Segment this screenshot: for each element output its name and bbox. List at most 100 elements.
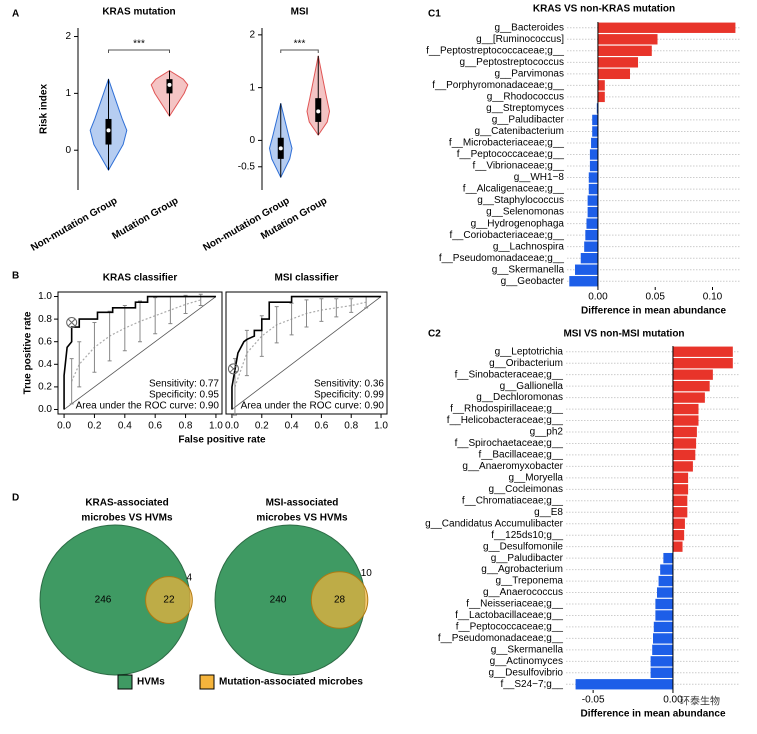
significance-bracket: [108, 49, 170, 53]
x-axis-label: Difference in mean abundance: [581, 306, 726, 317]
category-label: f__Pseudomonadaceae;g__: [439, 253, 565, 264]
x-tick-label: 1.0: [209, 421, 223, 432]
category-label: g__Skermanella: [492, 264, 565, 275]
bar: [597, 68, 631, 80]
bar: [672, 449, 696, 461]
chart-title: KRAS classifier: [103, 273, 178, 284]
significance: ***: [133, 39, 145, 50]
panel-label: C1: [428, 9, 441, 20]
cutoff-point: [227, 363, 239, 375]
category-label: g__Actinomyces: [490, 656, 563, 667]
bar: [656, 587, 673, 598]
x-tick-label: Mutation Group: [259, 195, 329, 242]
bar: [672, 472, 689, 484]
category-label: f__Spirochaetaceae;g__: [455, 438, 564, 449]
category-label: g__[Ruminococcus]: [476, 34, 564, 45]
bar: [672, 541, 683, 552]
chart-title: MSI-associated: [266, 498, 339, 509]
region-count: 10: [361, 568, 373, 579]
y-axis-label: Risk index: [39, 84, 50, 134]
bar: [597, 80, 605, 91]
category-label: g__Selenomonas: [486, 207, 564, 218]
category-label: g__Staphylococcus: [477, 195, 564, 206]
set-circle: [310, 571, 369, 629]
category-label: g__Desulfovibrio: [489, 667, 564, 678]
category-label: g__Cocleimonas: [489, 484, 564, 495]
annotation: Sensitivity: 0.77: [149, 379, 219, 390]
median: [278, 146, 283, 151]
category-label: f__Peptostreptococcaceae;g__: [426, 45, 564, 56]
bar: [672, 518, 685, 529]
category-label: f__Bacillaceae;g__: [478, 450, 563, 461]
region-count: 4: [186, 572, 192, 583]
error-bar: [122, 305, 127, 352]
category-label: f__Pseudomonadaceae;g__: [438, 633, 564, 644]
error-bar: [77, 341, 82, 388]
bar: [672, 426, 697, 438]
significance-bracket: [280, 49, 319, 53]
x-tick-label: 0.8: [179, 421, 193, 432]
bar: [650, 667, 673, 678]
panel-label: C2: [428, 329, 441, 340]
region-count: 28: [334, 595, 346, 606]
diagonal: [231, 296, 382, 410]
bar: [672, 484, 689, 495]
region-count: 246: [95, 595, 112, 606]
error-bar: [183, 294, 188, 314]
category-label: g__Skermanella: [491, 645, 564, 656]
category-label: f__Chromatiaceae;g__: [462, 495, 564, 506]
category-label: g__Gallionella: [500, 381, 564, 392]
diagonal: [63, 296, 217, 410]
legend-swatch: [199, 674, 215, 690]
panel-label: D: [12, 493, 19, 504]
x-tick-label: -0.05: [582, 695, 605, 706]
error-bar: [274, 306, 279, 344]
x-tick-label: 0.00: [663, 695, 683, 706]
x-axis-label: False positive rate: [178, 435, 266, 446]
plot-frame: [57, 291, 223, 415]
bar: [597, 22, 736, 33]
median: [316, 109, 321, 114]
category-label: f__Coriobacteriaceae;g__: [449, 230, 564, 241]
category-label: g__Treponema: [496, 576, 564, 587]
chart-title: MSI classifier: [275, 273, 339, 284]
x-tick-label: 0.4: [285, 421, 299, 432]
chart-title: microbes VS HVMs: [256, 513, 348, 524]
cutoff-cross: [229, 364, 238, 373]
category-label: g__Anaeromyxobacter: [462, 461, 563, 472]
bar: [672, 369, 713, 380]
bar: [672, 415, 699, 426]
x-tick-label: 0.00: [588, 292, 608, 303]
category-label: g__Parvimonas: [495, 68, 564, 79]
y-tick-label: 1: [65, 88, 71, 99]
y-axis-label: True positive rate: [23, 311, 34, 394]
error-bar: [69, 358, 74, 405]
bar: [585, 229, 598, 241]
x-tick-label: 0.2: [255, 421, 269, 432]
category-label: g__Dechloromonas: [476, 392, 563, 403]
x-tick-label: Mutation Group: [110, 195, 180, 242]
bar: [658, 575, 673, 587]
category-label: g__Hydrogenophaga: [471, 218, 565, 229]
category-label: f__Vibrionaceae;g__: [472, 161, 564, 172]
x-tick-label: 0.2: [87, 421, 101, 432]
legend-swatch: [117, 674, 133, 690]
error-bar: [244, 329, 249, 377]
cutoff-cross: [67, 318, 76, 327]
bar: [587, 206, 598, 218]
plot-frame: [225, 291, 388, 415]
y-tick-label: 0.2: [38, 382, 52, 393]
bar: [650, 656, 673, 667]
bar: [575, 264, 598, 275]
region-count: 22: [163, 595, 175, 606]
category-label: g__Geobacter: [501, 276, 565, 287]
bar: [588, 183, 598, 195]
bar: [575, 679, 673, 690]
error-bar: [92, 322, 97, 373]
category-label: g__Oribacterium: [489, 358, 563, 369]
bar: [672, 403, 699, 415]
category-label: g__E8: [534, 507, 563, 518]
bar: [672, 461, 693, 472]
region-count: 240: [270, 595, 287, 606]
bar: [584, 241, 598, 252]
